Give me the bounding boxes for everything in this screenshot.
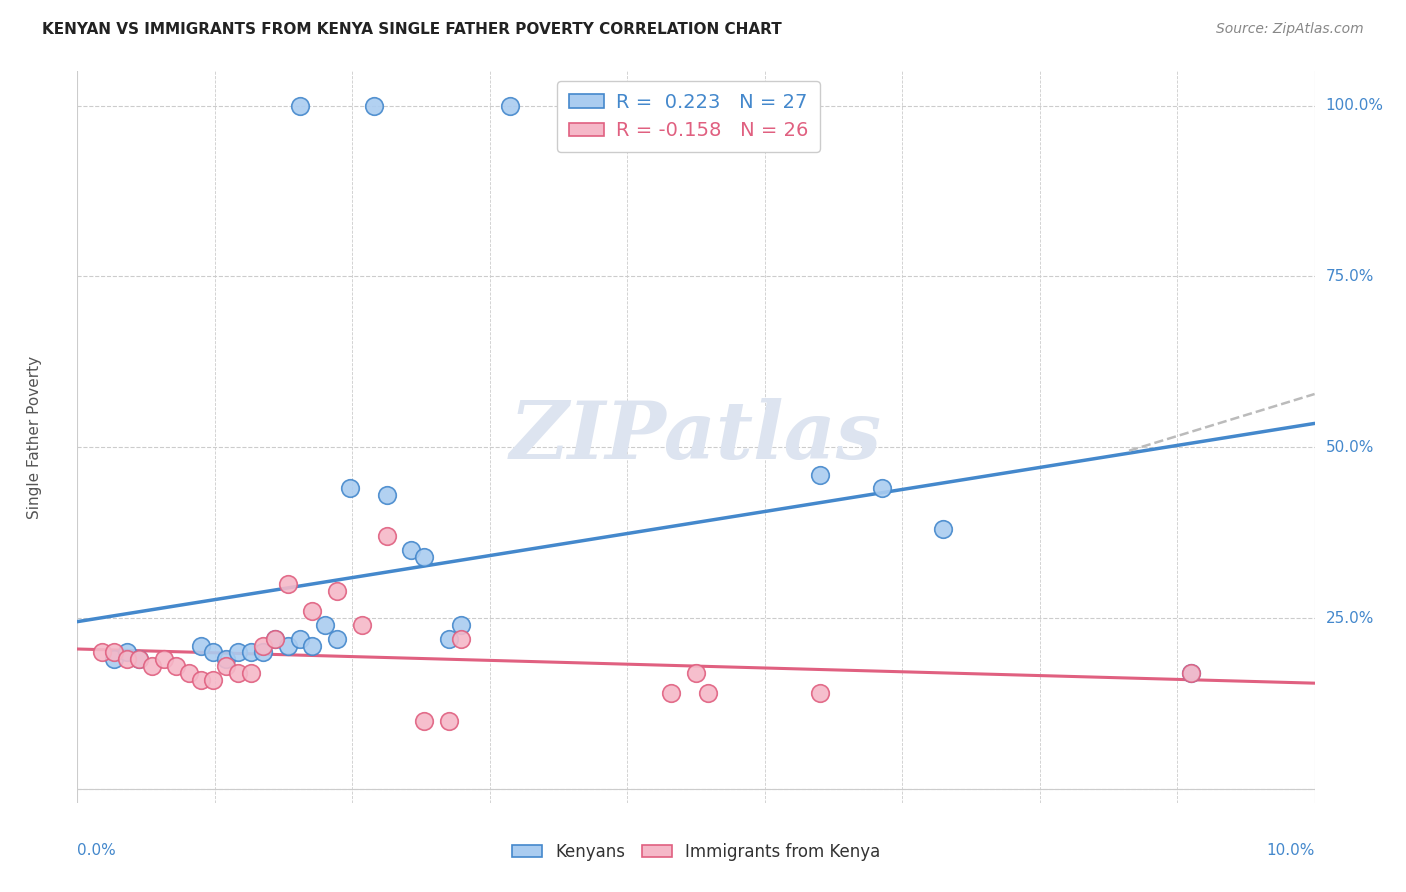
Point: [326, 632, 349, 646]
Text: 50.0%: 50.0%: [1326, 440, 1374, 455]
Text: 25.0%: 25.0%: [1326, 611, 1374, 625]
Point: [226, 665, 249, 680]
Point: [215, 659, 238, 673]
Point: [375, 488, 398, 502]
Point: [115, 652, 138, 666]
Point: [1180, 665, 1202, 680]
Point: [252, 645, 274, 659]
Point: [128, 652, 150, 666]
Point: [685, 665, 707, 680]
Point: [115, 645, 138, 659]
Text: 0.0%: 0.0%: [77, 843, 117, 858]
Point: [288, 632, 311, 646]
Point: [153, 652, 176, 666]
Point: [277, 639, 299, 653]
Point: [141, 659, 163, 673]
Text: 10.0%: 10.0%: [1267, 843, 1315, 858]
Point: [375, 529, 398, 543]
Point: [165, 659, 187, 673]
Point: [103, 652, 125, 666]
Point: [202, 673, 225, 687]
Point: [239, 665, 262, 680]
Point: [91, 645, 114, 659]
Text: 100.0%: 100.0%: [1326, 98, 1384, 113]
Point: [314, 618, 336, 632]
Text: Single Father Poverty: Single Father Poverty: [27, 356, 42, 518]
Point: [226, 645, 249, 659]
Point: [326, 583, 349, 598]
Point: [401, 542, 423, 557]
Point: [301, 604, 323, 618]
Point: [128, 652, 150, 666]
Point: [288, 98, 311, 112]
Point: [697, 686, 720, 700]
Point: [177, 665, 200, 680]
Point: [190, 639, 212, 653]
Point: [252, 639, 274, 653]
Point: [363, 98, 385, 112]
Point: [264, 632, 287, 646]
Point: [301, 639, 323, 653]
Text: ZIPatlas: ZIPatlas: [510, 399, 882, 475]
Point: [499, 98, 522, 112]
Legend: Kenyans, Immigrants from Kenya: Kenyans, Immigrants from Kenya: [505, 837, 887, 868]
Point: [932, 522, 955, 536]
Point: [103, 645, 125, 659]
Point: [437, 632, 460, 646]
Point: [215, 652, 238, 666]
Point: [659, 686, 682, 700]
Point: [450, 632, 472, 646]
Point: [339, 481, 361, 495]
Point: [412, 549, 434, 564]
Text: 75.0%: 75.0%: [1326, 268, 1374, 284]
Point: [450, 618, 472, 632]
Point: [239, 645, 262, 659]
Point: [190, 673, 212, 687]
Point: [277, 577, 299, 591]
Point: [350, 618, 373, 632]
Point: [808, 686, 831, 700]
Point: [412, 714, 434, 728]
Point: [264, 632, 287, 646]
Text: Source: ZipAtlas.com: Source: ZipAtlas.com: [1216, 22, 1364, 37]
Point: [437, 714, 460, 728]
Point: [808, 467, 831, 482]
Point: [870, 481, 893, 495]
Point: [1180, 665, 1202, 680]
Point: [202, 645, 225, 659]
Text: KENYAN VS IMMIGRANTS FROM KENYA SINGLE FATHER POVERTY CORRELATION CHART: KENYAN VS IMMIGRANTS FROM KENYA SINGLE F…: [42, 22, 782, 37]
